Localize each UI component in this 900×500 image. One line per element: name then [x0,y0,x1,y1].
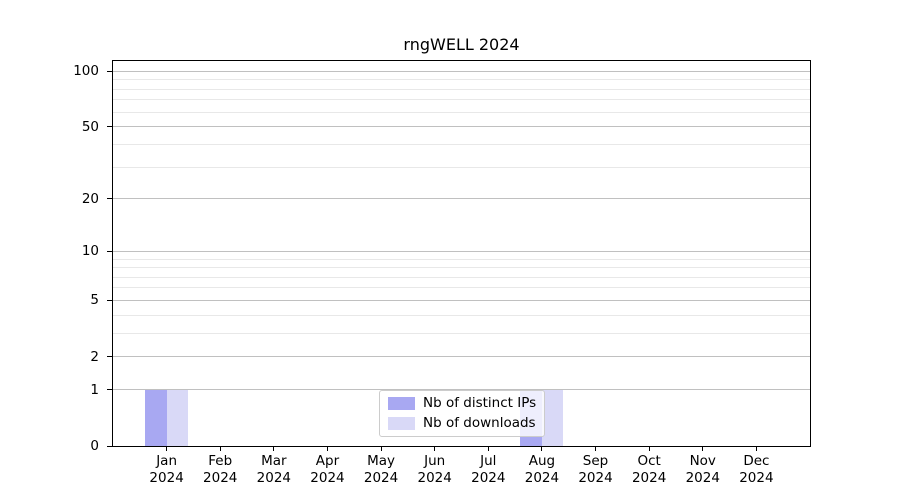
x-axis-tick-label: Feb 2024 [188,453,252,486]
gridline-minor [113,143,810,145]
y-axis-tick-label: 1 [90,381,99,398]
x-axis-tick-month: Aug [528,453,556,469]
gridline-major [113,198,810,200]
x-axis-tick-mark [380,447,382,451]
x-axis-tick-year: 2024 [739,469,774,486]
x-axis-tick-label: Nov 2024 [671,453,735,486]
y-axis-tick-mark [107,356,112,358]
x-axis-tick-month: Feb [208,453,233,469]
legend-swatch-downloads [388,417,415,430]
x-axis-tick-label: Jan 2024 [135,453,199,486]
gridline-minor [113,166,810,168]
gridline-minor [113,267,810,269]
x-axis-tick-year: 2024 [417,469,452,486]
x-axis-tick-month: May [367,453,396,469]
x-axis-tick-label: Oct 2024 [617,453,681,486]
y-axis-tick-mark [107,299,112,301]
x-axis-tick-month: Sep [582,453,609,469]
gridline-minor [113,99,810,101]
gridline-minor [113,332,810,334]
gridline-major [113,126,810,128]
x-axis-tick-mark [755,447,757,451]
gridline-major [113,389,810,391]
x-axis-tick-mark [595,447,597,451]
gridline-major [113,70,810,72]
x-axis-tick-mark [541,447,543,451]
x-axis-tick-year: 2024 [578,469,613,486]
y-axis-tick-label: 5 [90,292,99,309]
bar-nb-of-downloads-jan-2024 [166,389,189,446]
x-axis-tick-year: 2024 [631,469,667,486]
chart-title: rngWELL 2024 [403,35,520,54]
y-axis-tick-label: 2 [90,348,99,365]
x-axis-tick-month: Oct [637,453,661,469]
x-axis-tick-label: Jul 2024 [456,453,520,486]
x-axis-tick-year: 2024 [685,469,720,486]
x-axis-tick-mark [648,447,650,451]
x-axis-tick-label: Apr 2024 [295,453,359,486]
x-axis-tick-year: 2024 [363,469,399,486]
x-axis-tick-label: Aug 2024 [510,453,574,486]
x-axis-tick-month: Jul [480,453,497,469]
legend-swatch-distinct-ips [388,397,415,410]
y-axis-tick-label: 10 [81,243,99,260]
gridline-minor [113,111,810,113]
gridline-minor [113,287,810,289]
y-axis-tick-label: 100 [73,63,99,80]
y-axis-tick-mark [107,445,112,447]
gridline-minor [113,79,810,81]
bar-nb-of-distinct-ips-jan-2024 [145,389,167,446]
x-axis-tick-year: 2024 [149,469,184,486]
legend-label-distinct-ips: Nb of distinct IPs [423,395,537,411]
y-axis-tick-mark [107,250,112,252]
x-axis-tick-mark [487,447,489,451]
x-axis-tick-year: 2024 [310,469,345,486]
x-axis-tick-label: Sep 2024 [564,453,628,486]
legend-item-downloads: Nb of downloads [388,415,536,432]
x-axis-tick-mark [434,447,436,451]
x-axis-tick-mark [166,447,168,451]
x-axis-tick-month: Apr [315,453,340,469]
x-axis-tick-label: Jun 2024 [403,453,467,486]
x-axis-tick-mark [326,447,328,451]
x-axis-tick-mark [702,447,704,451]
gridline-major [113,299,810,301]
x-axis-tick-label: May 2024 [349,453,413,486]
x-axis-tick-year: 2024 [471,469,506,486]
plot-area: Nb of distinct IPs Nb of downloads [112,60,811,447]
gridline-minor [113,88,810,90]
gridline-major [113,356,810,358]
gridline-minor [113,258,810,260]
x-axis-tick-label: Dec 2024 [724,453,788,486]
x-axis-tick-month: Jun [424,453,446,469]
x-axis-tick-month: Nov [689,453,716,469]
y-axis-tick-mark [107,70,112,72]
x-axis-tick-month: Dec [743,453,770,469]
y-axis-tick-mark [107,126,112,128]
legend-label-downloads: Nb of downloads [423,415,536,431]
gridline-minor [113,314,810,316]
y-axis-tick-label: 0 [90,438,99,454]
x-axis-tick-year: 2024 [256,469,292,486]
legend-item-distinct-ips: Nb of distinct IPs [388,395,536,412]
bar-nb-of-downloads-aug-2024 [541,389,564,446]
y-axis-tick-mark [107,389,112,391]
y-axis-tick-label: 50 [81,118,99,135]
x-axis-tick-month: Jan [156,453,178,469]
x-axis-tick-mark [273,447,275,451]
gridline-minor [113,276,810,278]
x-axis-tick-label: Mar 2024 [242,453,306,486]
legend: Nb of distinct IPs Nb of downloads [379,390,546,437]
x-axis-tick-month: Mar [261,453,287,469]
x-axis-tick-mark [219,447,221,451]
x-axis-tick-year: 2024 [203,469,238,486]
y-axis-tick-mark [107,198,112,200]
x-axis-tick-year: 2024 [524,469,560,486]
gridline-major [113,250,810,252]
y-axis-tick-label: 20 [81,190,99,207]
